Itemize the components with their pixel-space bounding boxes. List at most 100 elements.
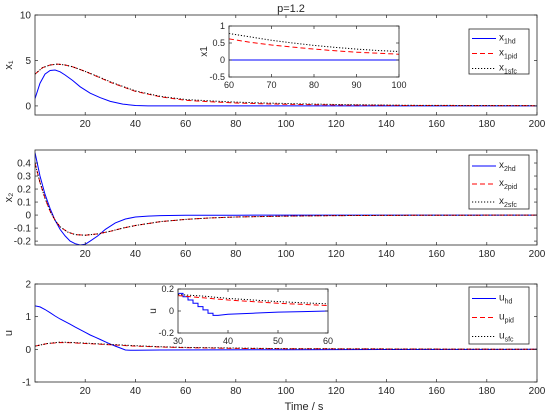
x-tick-label: 90 [351, 80, 361, 90]
y-tick-label: -0.1 [14, 224, 32, 235]
figure-title: p=1.2 [277, 3, 305, 15]
x-tick-label: 180 [478, 386, 495, 397]
plot-area [178, 289, 328, 333]
y-tick-label: 0.4 [17, 159, 31, 170]
x-tick-label: 100 [278, 249, 295, 260]
legend-subscript: 1pid [504, 54, 517, 61]
y-tick-label: 0 [220, 55, 225, 65]
y-tick-label: 2 [25, 280, 31, 291]
y-axis-label: x₂ [3, 193, 15, 203]
x-tick-label: 50 [273, 336, 283, 346]
legend-subscript: 2pid [504, 184, 517, 191]
y-axis-label: x₁ [3, 60, 15, 70]
y-axis-label: u [3, 330, 15, 336]
x-tick-label: 20 [80, 249, 92, 260]
x-tick-label: 40 [130, 249, 142, 260]
series-line-x1sfc [35, 63, 537, 107]
series-line-x2sfc [35, 162, 537, 236]
x-tick-label: 80 [309, 80, 319, 90]
y-tick-label: 0.1 [17, 198, 31, 209]
series-group [229, 33, 399, 61]
x-tick-label: 160 [428, 119, 445, 130]
y-tick-label: 5 [25, 56, 31, 67]
y-tick-label: 10 [20, 11, 32, 22]
x-tick-label: 30 [173, 336, 183, 346]
x-tick-label: 100 [278, 119, 295, 130]
x-tick-label: 180 [478, 249, 495, 260]
x-tick-label: 180 [478, 119, 495, 130]
plot-area [229, 26, 399, 77]
x-axis-label: Time / s [285, 401, 324, 413]
legend-box [468, 286, 530, 345]
y-tick-label: 0.2 [17, 185, 31, 196]
chart-x2: 20 40 60 80 100 120 140 160 180 200 -0.2 -0.1 0 0.1 0.… [3, 149, 546, 260]
x-tick-label: 40 [130, 119, 142, 130]
x-tick-label: 60 [180, 386, 192, 397]
x-tick-label: 40 [130, 386, 142, 397]
y-tick-label: 0.5 [212, 38, 225, 48]
series-group [35, 305, 537, 351]
x-tick-label: 60 [180, 249, 192, 260]
chart-x1-inset: 60 70 80 90 100 -0.5 0 0.5 1 x1 [199, 21, 407, 90]
series-group [35, 152, 537, 245]
y-tick-label: 0 [25, 345, 31, 356]
y-tick-label: 0.3 [17, 172, 31, 183]
x-tick-label: 120 [328, 386, 345, 397]
series-line-usfc [35, 341, 537, 350]
y-tick-label: 0 [169, 306, 174, 316]
chart-u-inset: 30 40 50 60 -0.2 0 0.2 u [148, 284, 333, 346]
series-line-x1pid [35, 63, 537, 107]
x-tick-label: 80 [230, 119, 242, 130]
legend-subscript: pid [505, 318, 514, 325]
x-tick-label: 200 [529, 249, 546, 260]
plot-area [35, 150, 537, 245]
x-tick-label: 80 [230, 386, 242, 397]
series-line-x1pid [229, 38, 399, 55]
y-tick-label: 1 [220, 21, 225, 31]
x-tick-label: 200 [529, 386, 546, 397]
y-tick-label: 0.2 [161, 284, 174, 294]
series-line-x1hd [35, 69, 537, 107]
x-tick-label: 60 [224, 80, 234, 90]
x-tick-label: 140 [378, 386, 395, 397]
legend-subscript: hd [505, 299, 513, 306]
y-tick-label: -0.2 [158, 328, 174, 338]
x-tick-label: 120 [328, 249, 345, 260]
legend-subscript: 1sfc [504, 69, 517, 76]
series-line-uhd [35, 305, 537, 351]
x-tick-label: 120 [328, 119, 345, 130]
series-line-uhd [178, 292, 328, 316]
x-tick-label: 100 [391, 80, 406, 90]
y-axis-label: u [148, 308, 159, 314]
legend-subscript: 2hd [504, 166, 516, 173]
y-tick-label: 0 [25, 211, 31, 222]
y-tick-label: -0.5 [209, 72, 225, 82]
x-tick-label: 160 [428, 249, 445, 260]
x-tick-label: 160 [428, 386, 445, 397]
x-tick-label: 70 [266, 80, 276, 90]
x-tick-label: 40 [223, 336, 233, 346]
y-tick-label: -1 [22, 378, 31, 389]
legend-subscript: 1hd [504, 39, 516, 46]
series-line-x2pid [35, 162, 537, 236]
x-tick-label: 80 [230, 249, 242, 260]
series-line-upid [178, 295, 328, 306]
legend-subscript: sfc [505, 337, 514, 344]
y-tick-label: 0 [25, 101, 31, 112]
x-tick-label: 100 [278, 386, 295, 397]
y-axis-label: x1 [199, 46, 210, 57]
x-tick-label: 60 [323, 336, 333, 346]
series-group [35, 63, 537, 107]
legend-box [468, 28, 530, 75]
x-tick-label: 140 [378, 249, 395, 260]
x-tick-label: 20 [80, 119, 92, 130]
series-line-usfc [178, 294, 328, 305]
x-tick-label: 20 [80, 386, 92, 397]
legend-subscript: 2sfc [504, 202, 517, 209]
series-group [178, 292, 328, 316]
